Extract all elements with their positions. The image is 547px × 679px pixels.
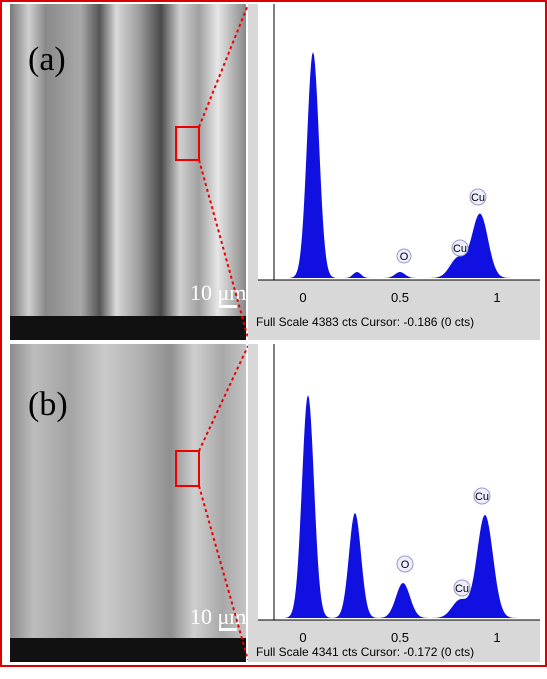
sem-image [10, 344, 246, 662]
panel-b: (b) 10 μm 0 0.5 1 O Cu Cu Full Scale 434… [10, 344, 540, 662]
x-tick-label: 0 [299, 290, 306, 305]
footer: Full Scale 4341 cts Cursor: -0.172 (0 ct… [256, 645, 474, 659]
roi-box [175, 450, 200, 487]
x-tick-label: 1 [493, 290, 500, 305]
x-tick-label: 0 [299, 630, 306, 645]
peak-label: O [401, 559, 410, 571]
info-bar [10, 638, 246, 662]
peak-label: Cu [453, 243, 467, 255]
x-tick-label: 0.5 [391, 290, 409, 305]
peak-label: O [400, 251, 409, 263]
scale-bar [219, 628, 237, 631]
peak-label: Cu [455, 583, 469, 595]
plot-area [258, 4, 540, 280]
spectrum [276, 395, 538, 618]
zoom-line [198, 345, 249, 452]
zoom-line [198, 4, 249, 128]
sem-image [10, 4, 246, 340]
x-tick-label: 0.5 [391, 630, 409, 645]
roi-box [175, 126, 200, 161]
scale-bar-label: 10 μm [190, 604, 246, 629]
spectrum [276, 52, 538, 278]
footer: Full Scale 4383 cts Cursor: -0.186 (0 ct… [256, 315, 474, 329]
zoom-line [198, 485, 249, 661]
panel-label: (a) [28, 41, 66, 78]
zoom-line [198, 159, 249, 339]
info-bar [10, 316, 246, 340]
x-tick-label: 1 [493, 630, 500, 645]
peak-label: Cu [471, 192, 485, 204]
panel-label: (b) [28, 386, 68, 423]
panel-a: (a) 10 μm 0 0.5 1 O Cu Cu Full Scale 438… [10, 4, 540, 340]
peak-label: Cu [475, 491, 489, 503]
scale-bar [219, 305, 237, 308]
